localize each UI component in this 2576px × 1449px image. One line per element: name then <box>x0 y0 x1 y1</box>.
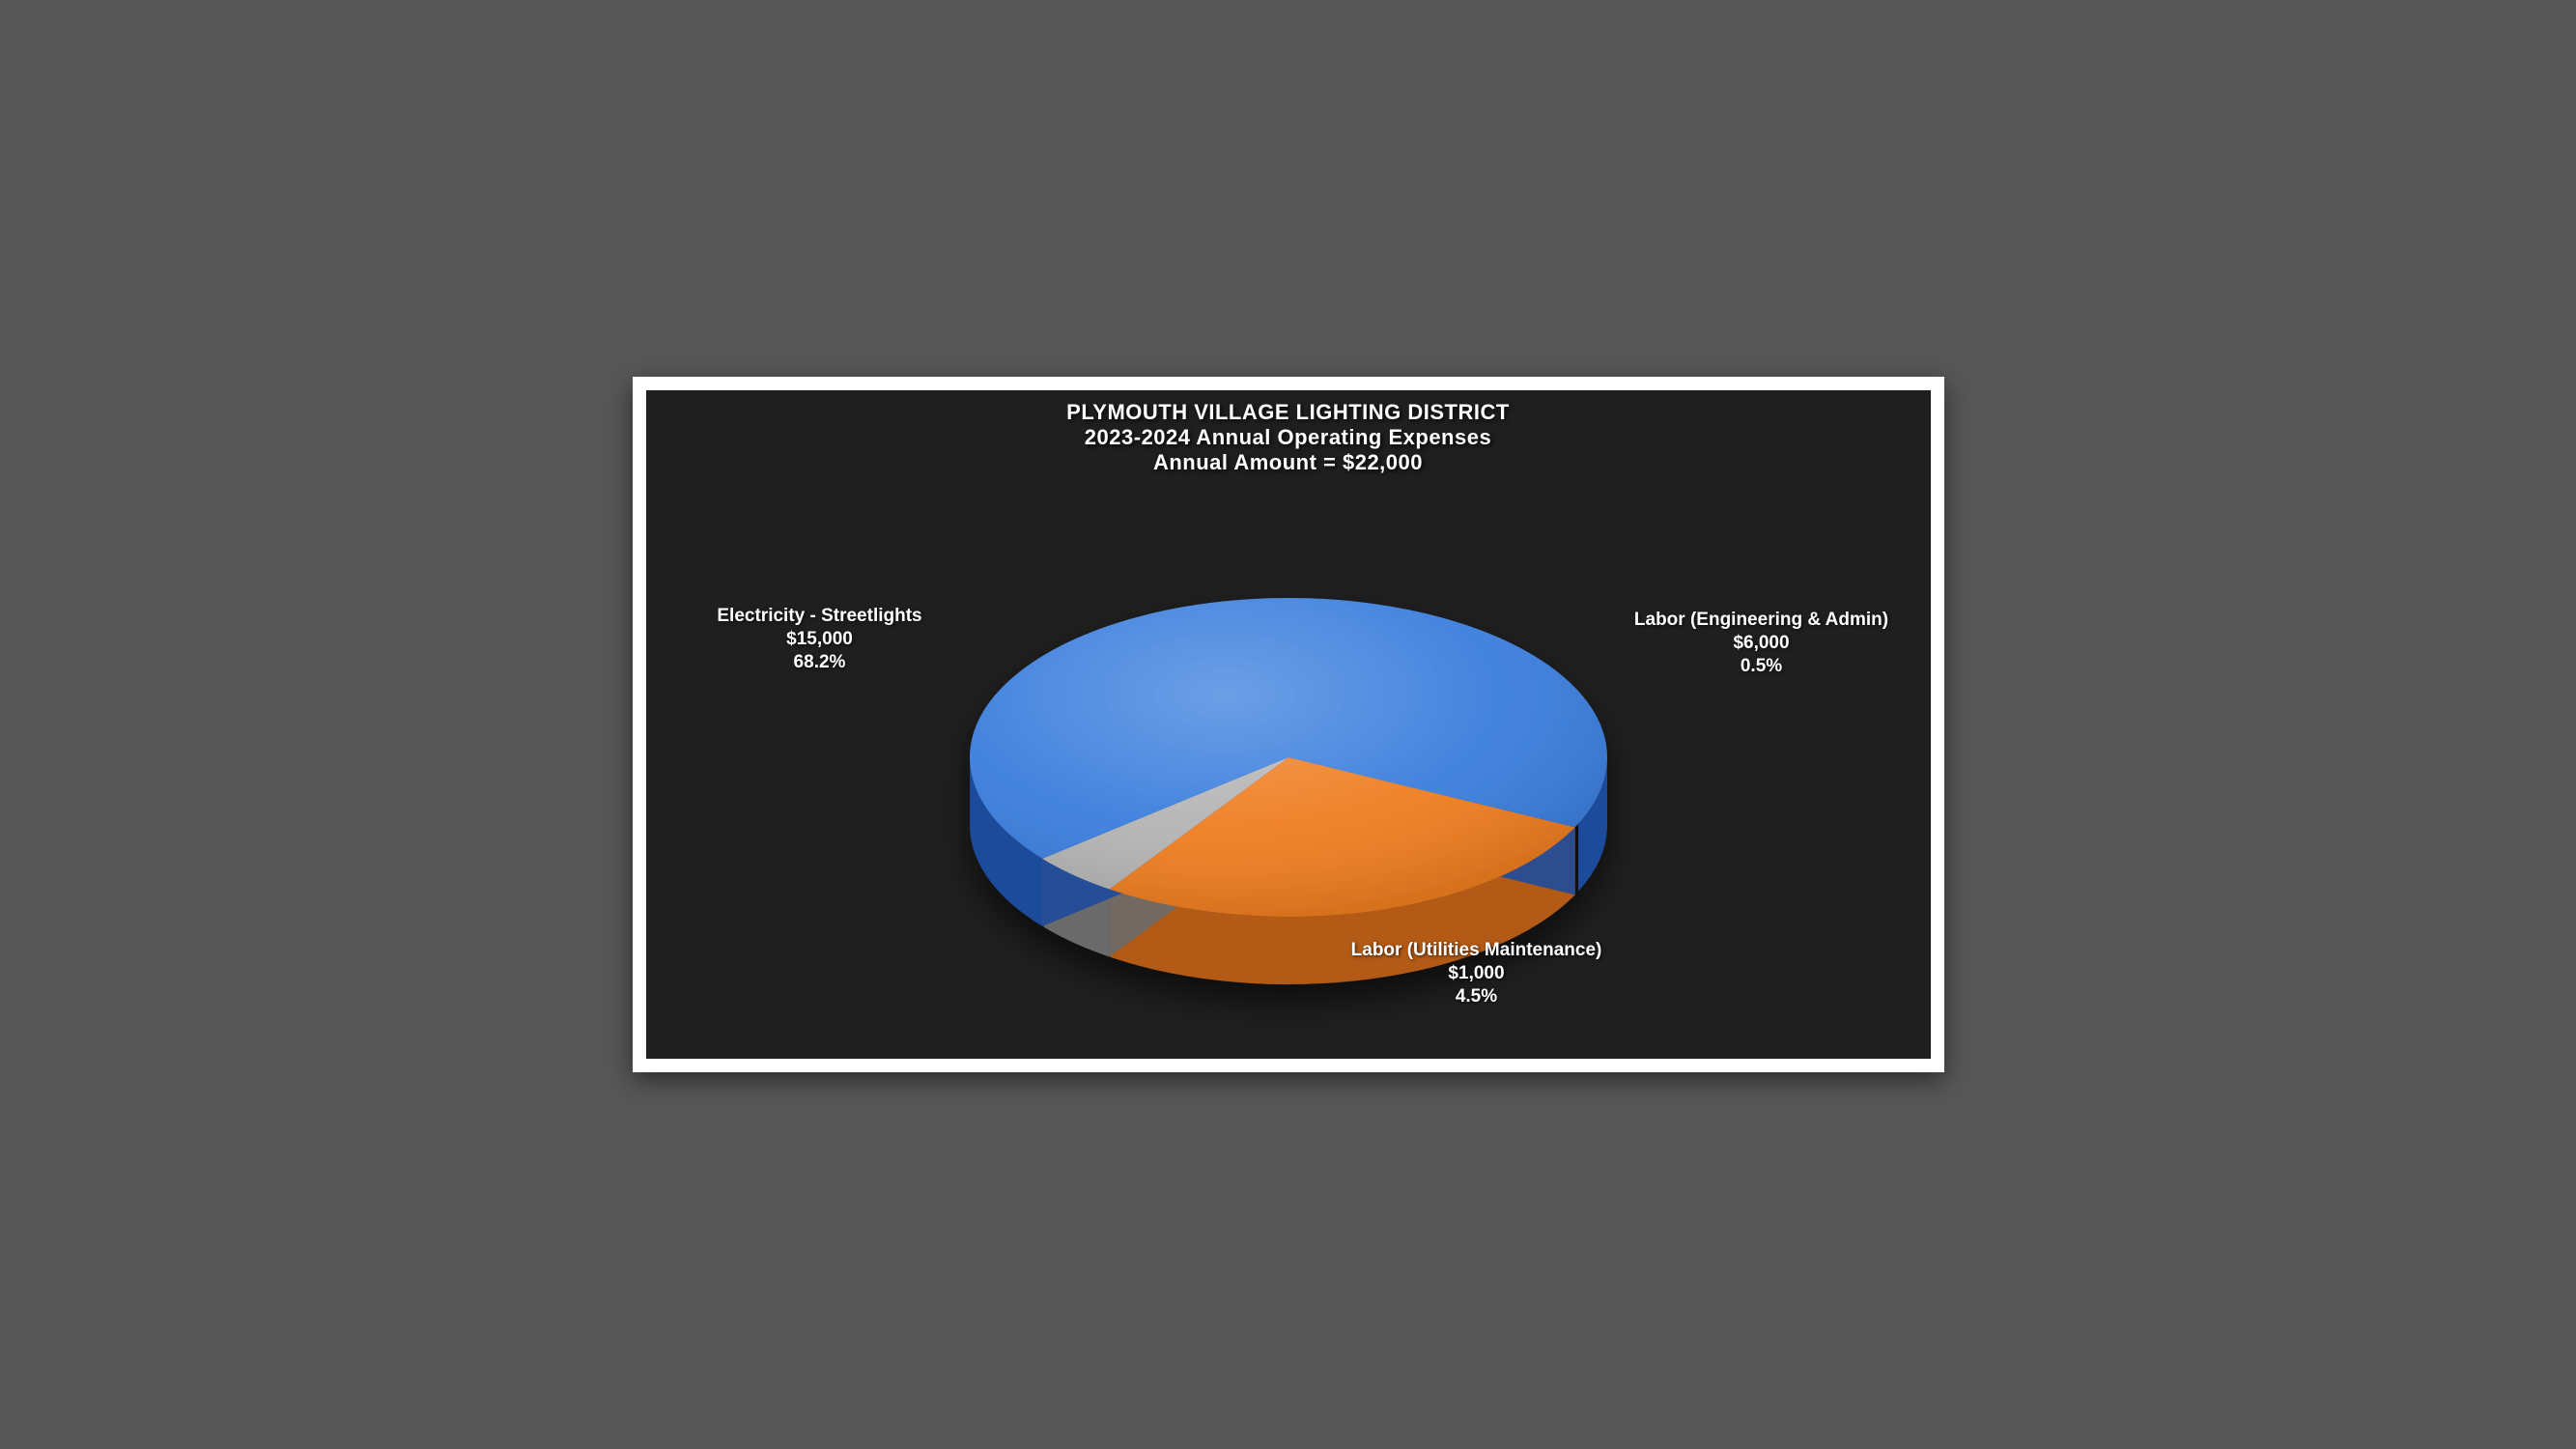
chart-card: PLYMOUTH VILLAGE LIGHTING DISTRICT 2023-… <box>646 390 1931 1059</box>
outer-frame: PLYMOUTH VILLAGE LIGHTING DISTRICT 2023-… <box>633 377 1944 1072</box>
slice-label: Labor (Utilities Maintenance)$1,0004.5% <box>1351 939 1602 1008</box>
slice-label: Electricity - Streetlights$15,00068.2% <box>717 605 921 673</box>
slice-label: Labor (Engineering & Admin)$6,0000.5% <box>1634 609 1888 677</box>
pie-chart <box>646 390 1931 1059</box>
